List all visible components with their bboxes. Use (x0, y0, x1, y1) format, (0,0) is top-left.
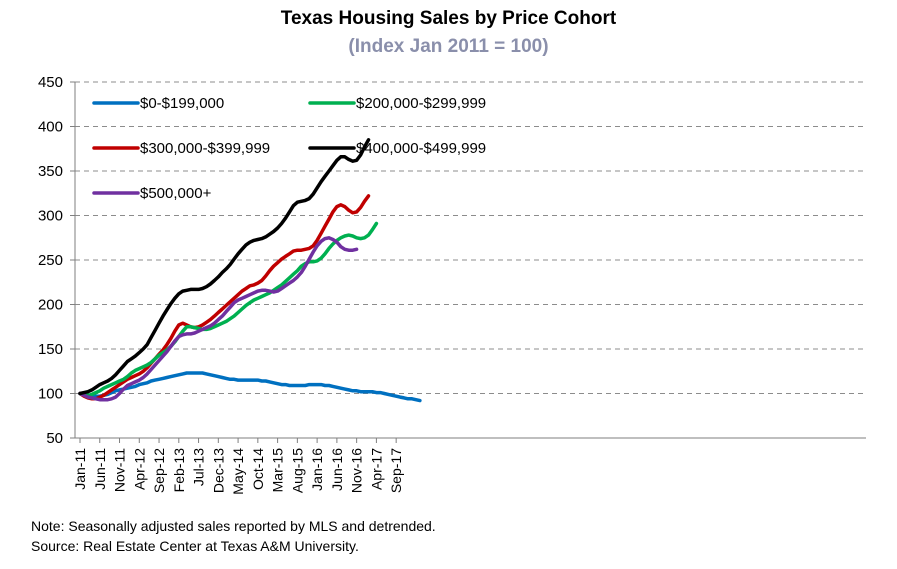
source-text: Source: Real Estate Center at Texas A&M … (31, 538, 359, 554)
y-tick-label: 350 (38, 163, 63, 180)
y-tick-label: 50 (46, 430, 63, 447)
x-tick-label: Jul-13 (191, 448, 207, 486)
x-tick-label: Jun-11 (92, 448, 108, 490)
x-tick-label: Sep-12 (151, 448, 167, 493)
x-tick-label: May-14 (230, 448, 246, 495)
x-tick-label: Feb-13 (171, 448, 187, 493)
y-tick-label: 200 (38, 297, 63, 314)
x-tick-label: Nov-11 (112, 448, 128, 492)
x-tick-label: Jan-11 (72, 448, 88, 490)
note-text: Note: Seasonally adjusted sales reported… (31, 518, 436, 534)
x-tick-label: Sep-17 (388, 448, 404, 493)
legend-label: $400,000-$499,999 (356, 140, 486, 157)
y-tick-label: 400 (38, 119, 63, 136)
x-tick-label: Mar-15 (270, 448, 286, 493)
chart-notes: Note: Seasonally adjusted sales reported… (31, 516, 436, 556)
series-line-4 (78, 236, 359, 402)
x-tick-label: Apr-12 (131, 448, 147, 490)
legend-label: $500,000+ (140, 185, 212, 202)
legend-label: $300,000-$399,999 (140, 140, 270, 157)
y-tick-label: 450 (38, 74, 63, 91)
legend: $0-$199,000 $200,000-$299,999 $300,000-$39… (92, 95, 486, 202)
x-tick-label: Jan-16 (309, 448, 325, 491)
chart-title: Texas Housing Sales by Price Cohort (280, 8, 617, 29)
y-tick-label: 150 (38, 341, 63, 358)
y-tick-label: 250 (38, 252, 63, 269)
series-line-0 (78, 371, 422, 403)
x-tick-label: Aug-15 (289, 448, 305, 493)
series-line-2 (78, 194, 371, 401)
chart-subtitle: (Index Jan 2011 = 100) (348, 36, 549, 57)
series-line-3 (78, 138, 371, 396)
x-tick-label: Apr-17 (368, 448, 384, 490)
y-tick-label: 100 (38, 386, 63, 403)
y-tick-labels: 50 100 150 200 250 300 350 400 450 (38, 74, 75, 447)
legend-label: $0-$199,000 (140, 95, 224, 112)
legend-label: $200,000-$299,999 (356, 95, 486, 112)
x-tick-label: Jun-16 (329, 448, 345, 491)
series-lines (78, 138, 422, 403)
series-line-1 (78, 221, 379, 398)
x-tick-labels: Jan-11 Jun-11 Nov-11 Apr-12 Sep-12 Feb-13 Jul-… (72, 438, 404, 495)
y-tick-label: 300 (38, 208, 63, 225)
x-tick-label: Nov-16 (349, 448, 365, 493)
gridlines (75, 81, 866, 394)
x-tick-label: Dec-13 (210, 448, 226, 493)
x-tick-label: Oct-14 (250, 448, 266, 490)
